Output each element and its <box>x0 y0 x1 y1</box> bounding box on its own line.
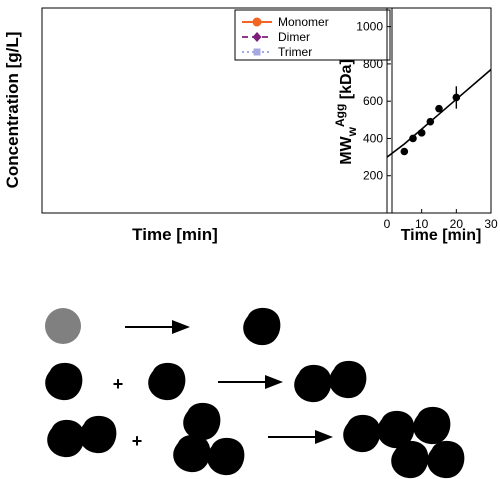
mw-point <box>409 134 417 143</box>
legend-label: Dimer <box>278 30 310 44</box>
particle <box>173 434 211 473</box>
mw-point <box>435 104 443 113</box>
legend-marker <box>252 17 262 27</box>
arrow-3 <box>268 430 333 444</box>
chart2-frame <box>386 7 492 214</box>
row2-reactant-monomer-2 <box>148 362 186 401</box>
particle <box>243 307 281 346</box>
chart2-fit-line <box>386 68 492 158</box>
particle <box>413 406 451 445</box>
row1-product-monomer <box>243 307 281 346</box>
row2-product-dimer <box>294 360 367 403</box>
y-tick-label: 400 <box>363 131 383 145</box>
chart1-frame <box>41 7 393 214</box>
mw-point <box>426 117 435 126</box>
row3-reactant-dimer <box>47 415 117 458</box>
aggregation-scheme: + + <box>45 307 465 479</box>
particle <box>207 437 245 476</box>
particle <box>294 364 332 403</box>
legend-label: Monomer <box>278 15 329 29</box>
mw-fit-line <box>386 68 492 158</box>
chart2-x-ticks: 0 10 20 30 <box>384 209 498 231</box>
arrow-1 <box>125 320 190 334</box>
particle <box>377 410 415 449</box>
y-tick-label: 200 <box>363 169 383 183</box>
chart2-ylabel: MWwAgg [kDa] <box>333 59 359 165</box>
particle <box>343 414 381 453</box>
x-tick-label: 30 <box>484 217 498 231</box>
chart2-ylabel-sup: Agg <box>333 104 347 127</box>
chart2-ylabel-sub: w <box>345 126 359 137</box>
arrow-2 <box>218 375 283 389</box>
row2-reactant-monomer-1 <box>45 362 83 401</box>
particle <box>47 419 85 458</box>
mw-point <box>417 129 426 137</box>
y-tick-label: 1000 <box>356 20 383 34</box>
molecular-weight-chart: 0 10 20 30 200 400 600 800 1000 Time [min] MWwA… <box>333 7 498 244</box>
chart2-xlabel: Time [min] <box>401 227 482 244</box>
chart2-y-ticks: 200 400 600 800 1000 <box>356 20 391 183</box>
legend-marker <box>252 32 262 42</box>
chart1-ylabel: Concentration [g/L] <box>3 32 22 189</box>
x-tick-label: 20 <box>450 217 464 231</box>
plus-sign-2: + <box>132 431 143 451</box>
mw-point <box>400 147 409 156</box>
plus-sign-1: + <box>113 374 124 394</box>
x-tick-label: 0 <box>384 217 391 231</box>
legend-marker <box>253 48 261 56</box>
mw-point <box>452 93 461 102</box>
particle <box>148 362 186 401</box>
chart2-ylabel-main: MW <box>338 135 355 164</box>
row3-product-pentamer <box>343 406 465 479</box>
particle <box>183 402 221 441</box>
x-tick-label: 10 <box>415 217 429 231</box>
legend-box <box>234 9 391 61</box>
particle <box>427 440 465 479</box>
particle <box>329 360 367 399</box>
particle <box>45 362 83 401</box>
particle <box>391 440 429 479</box>
chart1-xlabel: Time [min] <box>132 225 218 244</box>
y-tick-label: 800 <box>363 57 383 71</box>
particle <box>79 415 117 454</box>
legend-label: Trimer <box>278 45 312 59</box>
chart2-ylabel-unit: [kDa] <box>338 59 355 103</box>
chart2-points <box>400 93 461 156</box>
y-tick-label: 600 <box>363 94 383 108</box>
scheme-gray-monomer <box>45 308 81 344</box>
row3-reactant-trimer <box>173 402 245 476</box>
